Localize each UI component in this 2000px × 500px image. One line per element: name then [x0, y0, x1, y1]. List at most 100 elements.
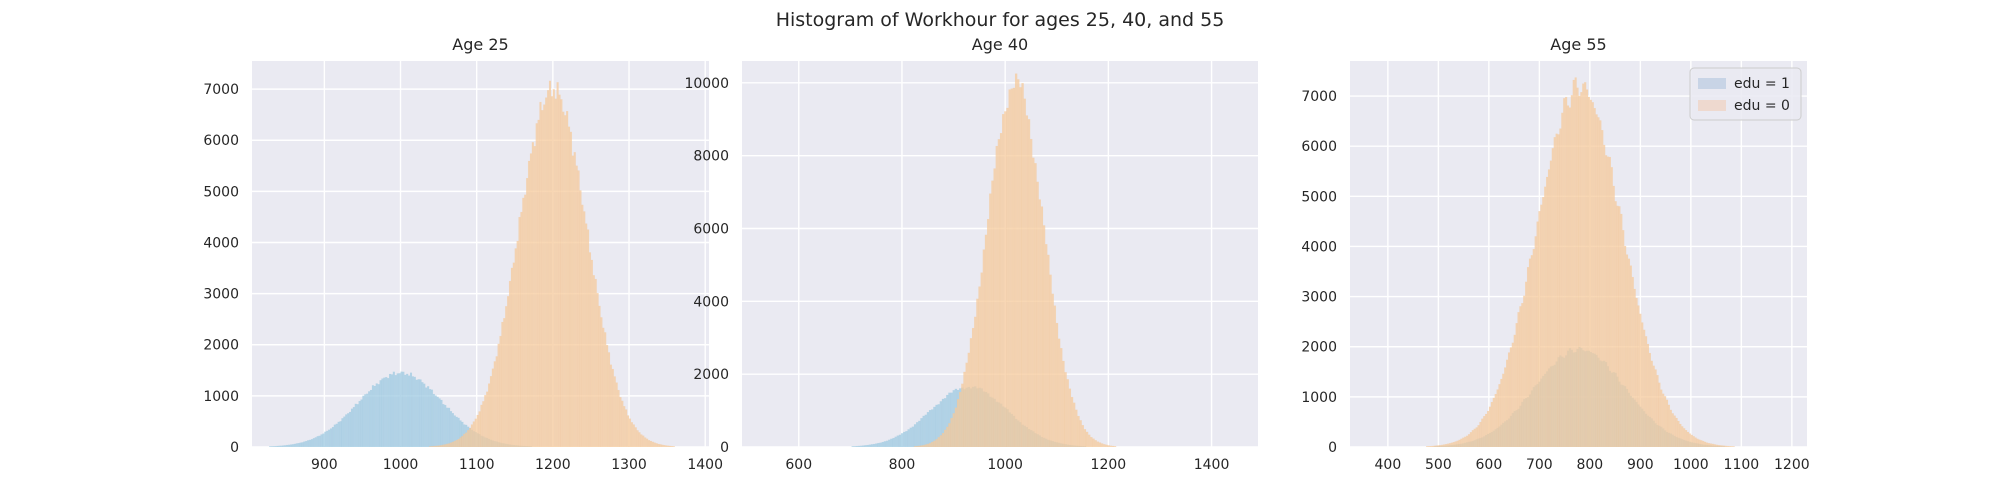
histogram-bar [427, 386, 430, 447]
histogram-bar [1660, 389, 1663, 447]
histogram-panel-3: Age 55 400 500 600 700 800 900 1000 1100 1200 0 100… [1301, 35, 1809, 473]
histogram-bar [956, 399, 960, 447]
histogram-bar [896, 435, 900, 447]
histogram-bar [522, 197, 525, 447]
histogram-bar [1715, 444, 1718, 447]
histogram-bar [392, 371, 395, 447]
histogram-bar [965, 362, 968, 447]
histogram-bar [354, 403, 357, 447]
y-tick-label: 1000 [1301, 390, 1337, 406]
histogram-bar [556, 82, 559, 447]
histogram-bar [1435, 445, 1438, 447]
histogram-bar [1446, 443, 1450, 447]
histogram-bar [903, 431, 906, 447]
histogram-bar [457, 438, 460, 447]
histogram-bar [1111, 445, 1115, 447]
histogram-bar [1584, 82, 1587, 447]
histogram-bar [1612, 185, 1615, 447]
histogram-bar [1100, 443, 1104, 447]
histogram-bar [875, 443, 878, 447]
histogram-bar [626, 415, 630, 447]
histogram-bar [969, 338, 973, 447]
histogram-bar [1553, 137, 1556, 447]
histogram-bar [873, 443, 876, 447]
histogram-bar [1445, 443, 1448, 447]
histogram-bar [310, 439, 314, 447]
histogram-bar [1509, 347, 1513, 447]
x-tick-label: 1000 [383, 457, 419, 473]
histogram-bar [1450, 442, 1453, 447]
plot-area [252, 61, 709, 447]
histogram-bar [328, 429, 331, 447]
histogram-bar [1032, 157, 1035, 447]
histogram-bar [866, 444, 870, 447]
histogram-bar [868, 444, 872, 447]
histogram-bar [1075, 409, 1078, 447]
histogram-bar [600, 317, 603, 447]
histogram-bar [371, 385, 375, 447]
histogram-bar [1523, 295, 1526, 447]
histogram-bar [1441, 444, 1444, 447]
histogram-bar [1578, 95, 1581, 447]
histogram-bar [939, 435, 943, 447]
histogram-bar [596, 292, 599, 447]
histogram-bar [514, 248, 517, 447]
histogram-bar [959, 391, 962, 447]
histogram-bar [922, 444, 925, 447]
histogram-bar [1692, 436, 1695, 447]
histogram-bar [1669, 409, 1672, 447]
histogram-bar [1597, 117, 1600, 447]
histogram-bar [444, 444, 447, 447]
histogram-bar [415, 379, 418, 447]
histogram-bar [1029, 138, 1033, 447]
histogram-bar [590, 259, 593, 447]
histogram-bar [1688, 433, 1691, 447]
histogram-bar [634, 427, 637, 447]
histogram-bar [472, 421, 475, 447]
histogram-bar [1492, 397, 1495, 447]
histogram-bar [1502, 373, 1505, 447]
histogram-bar [1698, 439, 1701, 447]
histogram-bar [533, 146, 536, 447]
histogram-bar [343, 416, 346, 447]
y-tick-label: 2000 [1301, 340, 1337, 356]
histogram-bar [615, 382, 618, 447]
histogram-bar [665, 445, 668, 447]
histogram-bar [1696, 438, 1699, 447]
histogram-bar [499, 335, 502, 447]
histogram-bar [486, 391, 489, 447]
histogram-bar [1690, 434, 1693, 447]
histogram-bar [1092, 438, 1095, 447]
histogram-bar [567, 126, 571, 447]
histogram-bar [394, 375, 397, 447]
histogram-bar [449, 442, 453, 447]
histogram-bar [301, 442, 304, 447]
histogram-bar [1456, 440, 1459, 447]
histogram-bar [933, 440, 936, 447]
histogram-bar [489, 376, 493, 447]
histogram-bar [303, 441, 306, 447]
y-tick-label: 6000 [203, 133, 239, 149]
histogram-bar [1635, 297, 1638, 447]
histogram-bar [289, 444, 293, 447]
histogram-bar [286, 444, 289, 447]
histogram-bar [1023, 98, 1026, 447]
histogram-bar [1431, 445, 1434, 447]
histogram-bar [1485, 413, 1488, 447]
histogram-bar [636, 430, 639, 447]
histogram-bar [1471, 430, 1474, 447]
histogram-bar [1544, 186, 1547, 447]
histogram-bar [657, 443, 660, 447]
histogram-bar [545, 97, 548, 447]
histogram-bar [1008, 89, 1011, 447]
histogram-bar [672, 446, 675, 447]
histogram-bar [560, 99, 563, 447]
histogram-bar [571, 155, 574, 447]
histogram-bar [373, 385, 376, 447]
y-tick-label: 3000 [203, 287, 239, 303]
histogram-bar [1504, 367, 1507, 447]
histogram-bar [860, 445, 863, 447]
histogram-bar [425, 387, 428, 447]
histogram-bar [583, 211, 586, 447]
histogram-bar [881, 441, 885, 447]
